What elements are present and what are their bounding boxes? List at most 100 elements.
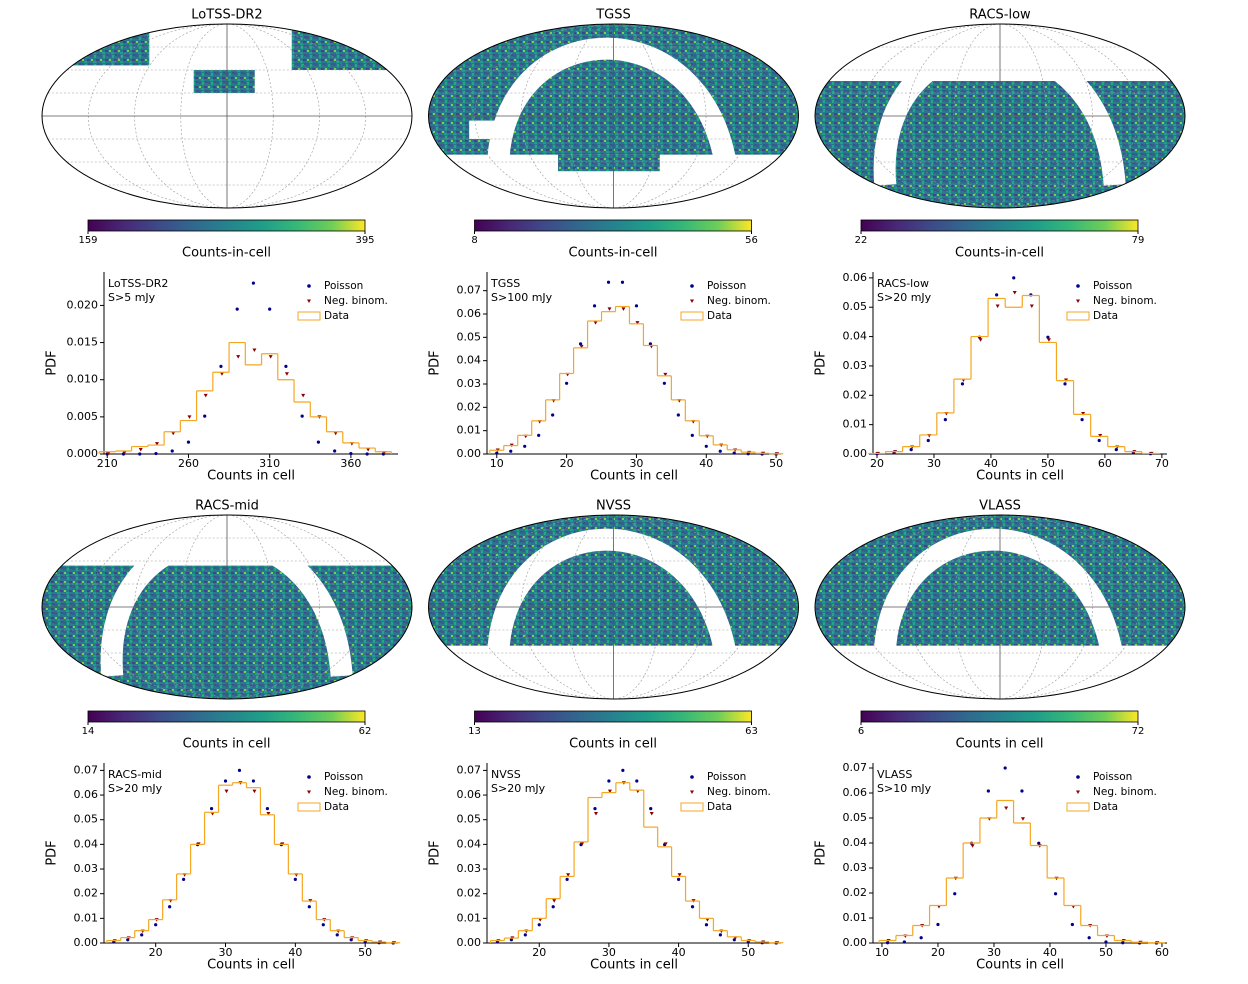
poisson-point: [307, 905, 311, 909]
legend-label: Poisson: [1093, 280, 1132, 292]
poisson-point: [909, 447, 913, 452]
poisson-point: [1003, 766, 1007, 770]
y-tick-label: 0.010: [67, 373, 99, 386]
sky-map: [815, 23, 1185, 209]
poisson-point: [960, 382, 965, 386]
legend-marker: [307, 299, 311, 303]
x-axis-label: Counts in cell: [976, 958, 1064, 973]
y-tick-label: 0.05: [457, 330, 482, 343]
colorbar-label: Counts-in-cell: [569, 246, 658, 261]
colorbar-tick-label: 8: [471, 235, 477, 246]
poisson-point: [1114, 447, 1118, 452]
poisson-point: [1070, 922, 1074, 927]
poisson-point: [284, 364, 288, 368]
map-outline: [428, 514, 799, 700]
survey-area: [193, 70, 255, 93]
x-tick-label: 70: [1155, 457, 1169, 470]
poisson-point: [333, 449, 337, 453]
colorbar-label: Counts-in-cell: [182, 246, 271, 261]
poisson-point: [140, 933, 144, 937]
x-tick-label: 20: [149, 946, 163, 959]
y-tick-label: 0.03: [843, 861, 868, 874]
poisson-point: [986, 789, 990, 793]
x-tick-label: 20: [532, 946, 546, 959]
x-tick-label: 30: [927, 457, 941, 470]
y-tick-label: 0.07: [74, 763, 99, 776]
y-tick-label: 0.00: [843, 447, 868, 460]
negbinom-point: [210, 812, 215, 816]
x-tick-label: 20: [931, 946, 945, 959]
colorbar-tick-label: 72: [1132, 726, 1145, 737]
map-title: RACS-mid: [195, 499, 259, 514]
poisson-point: [235, 307, 239, 311]
negbinom-point: [978, 338, 983, 342]
annotation: LoTSS-DR2: [108, 277, 168, 290]
x-tick-label: 20: [560, 457, 574, 470]
negbinom-point: [366, 448, 371, 452]
legend-marker: [690, 790, 694, 794]
y-tick-label: 0.005: [67, 410, 99, 423]
y-tick-label: 0.03: [74, 862, 99, 875]
legend-label: Data: [324, 310, 349, 322]
y-tick-label: 0.04: [74, 837, 99, 850]
colorbar-tick-label: 14: [82, 726, 95, 737]
poisson-point: [902, 940, 906, 944]
legend-label: Neg. binom.: [1093, 786, 1157, 798]
legend-label: Data: [707, 801, 732, 813]
poisson-point: [1053, 892, 1058, 896]
poisson-point: [565, 381, 569, 385]
legend-label: Data: [1093, 801, 1118, 813]
y-tick-label: 0.020: [67, 298, 99, 311]
poisson-point: [621, 768, 625, 772]
galactic-mask: [100, 528, 353, 677]
annotation: RACS-low: [877, 277, 929, 290]
y-tick-label: 0.02: [457, 887, 482, 900]
legend-label: Neg. binom.: [707, 295, 771, 307]
x-tick-label: 50: [358, 946, 372, 959]
y-tick-label: 0.06: [843, 786, 868, 799]
annotation: S>20 mJy: [877, 291, 932, 304]
colorbar: [474, 710, 752, 723]
poisson-point: [537, 433, 541, 437]
negbinom-point: [266, 812, 271, 816]
poisson-point: [223, 779, 228, 783]
x-tick-label: 30: [219, 946, 233, 959]
negbinom-point: [579, 344, 584, 349]
poisson-point: [662, 381, 666, 385]
y-tick-label: 0.015: [67, 336, 99, 349]
poisson-point: [995, 293, 999, 297]
legend-label: Poisson: [707, 280, 746, 292]
x-axis-label: Counts in cell: [207, 958, 295, 973]
poisson-point: [732, 451, 736, 455]
negbinom-point: [566, 873, 571, 877]
y-tick-label: 0.00: [457, 936, 482, 949]
poisson-point: [495, 451, 499, 455]
x-tick-label: 40: [288, 946, 302, 959]
map-title: NVSS: [596, 499, 631, 514]
x-tick-label: 50: [769, 457, 783, 470]
colorbar-tick-label: 13: [468, 726, 481, 737]
poisson-point: [926, 438, 930, 443]
poisson-point: [154, 451, 158, 456]
annotation: S>5 mJy: [108, 291, 156, 304]
y-tick-label: 0.07: [457, 763, 482, 776]
poisson-point: [154, 923, 158, 927]
y-tick-label: 0.02: [74, 887, 99, 900]
negbinom-point: [106, 451, 111, 456]
poisson-point: [593, 807, 597, 811]
negbinom-point: [252, 789, 257, 794]
poisson-point: [365, 452, 369, 456]
poisson-point: [676, 413, 680, 417]
x-axis-label: Counts in cell: [590, 958, 678, 973]
legend-marker: [690, 299, 694, 303]
legend-marker: [1076, 775, 1080, 779]
negbinom-point: [552, 899, 557, 903]
poisson-point: [523, 444, 527, 448]
negbinom-point: [268, 355, 273, 359]
legend-label: Neg. binom.: [1093, 295, 1157, 307]
legend-marker: [307, 284, 311, 288]
sky-map: [42, 23, 412, 209]
y-tick-label: 0.03: [843, 359, 868, 372]
colorbar-tick-label: 62: [359, 726, 372, 737]
poisson-point: [690, 905, 695, 909]
